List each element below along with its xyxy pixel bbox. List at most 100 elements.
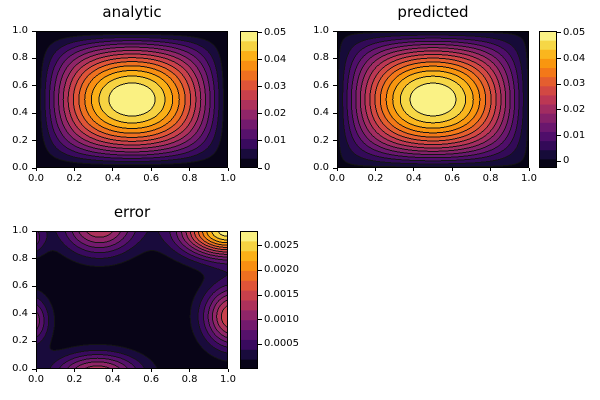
colorbar-tick-label: 0.0015 xyxy=(264,289,299,301)
y-tick-mark xyxy=(32,230,36,232)
colorbar-tick-label: 0.0005 xyxy=(264,338,299,350)
x-tick-label: 0.6 xyxy=(143,374,160,385)
y-tick-label: 0.6 xyxy=(12,79,28,91)
x-tick-mark xyxy=(528,168,530,171)
x-tick-mark xyxy=(112,168,114,171)
x-tick-mark xyxy=(413,168,415,171)
x-tick-mark xyxy=(73,168,75,171)
y-tick-label: 1.0 xyxy=(12,25,28,36)
x-tick-label: 0.4 xyxy=(405,173,422,184)
x-tick-mark xyxy=(73,369,75,372)
x-tick-label: 0.0 xyxy=(329,173,345,184)
x-tick-mark xyxy=(35,369,37,372)
colorbar-tick-mark xyxy=(258,167,262,169)
analytic-colorbar xyxy=(240,31,258,168)
y-tick-mark xyxy=(32,340,36,342)
x-tick-label: 1.0 xyxy=(220,173,236,184)
x-tick-mark xyxy=(150,168,152,171)
colorbar-tick-mark xyxy=(557,160,561,162)
x-tick-label: 0.4 xyxy=(104,173,121,184)
x-tick-mark xyxy=(227,369,229,372)
colorbar-tick-mark xyxy=(258,294,262,296)
colorbar-tick-mark xyxy=(557,32,561,34)
x-tick-mark xyxy=(112,369,114,372)
y-tick-label: 0.2 xyxy=(12,134,28,146)
x-tick-mark xyxy=(35,168,37,171)
colorbar-tick-mark xyxy=(557,109,561,111)
colorbar-tick-mark xyxy=(557,135,561,137)
y-tick-label: 0.4 xyxy=(12,307,28,319)
x-tick-label: 0.2 xyxy=(66,173,83,184)
y-tick-mark xyxy=(333,140,337,142)
error-colorbar xyxy=(240,231,258,369)
error-contour-plot xyxy=(36,231,228,369)
y-tick-label: 1.0 xyxy=(313,25,329,36)
y-tick-mark xyxy=(32,85,36,87)
colorbar-tick-mark xyxy=(258,269,262,271)
y-tick-mark xyxy=(333,30,337,32)
x-tick-mark xyxy=(189,168,191,171)
colorbar-tick-label: 0 xyxy=(563,155,570,167)
y-tick-mark xyxy=(333,167,337,169)
y-tick-mark xyxy=(32,30,36,32)
y-tick-mark xyxy=(32,167,36,169)
y-tick-mark xyxy=(32,313,36,315)
y-tick-label: 1.0 xyxy=(12,225,28,236)
colorbar-tick-mark xyxy=(258,113,262,115)
subplot-error-title: error xyxy=(113,203,151,221)
colorbar-tick-label: 0.0010 xyxy=(264,313,299,325)
y-tick-label: 0.0 xyxy=(12,162,28,173)
y-tick-label: 0.8 xyxy=(12,252,28,264)
y-tick-label: 0.4 xyxy=(12,107,28,119)
colorbar-tick-label: 0.02 xyxy=(563,103,586,115)
x-tick-mark xyxy=(227,168,229,171)
colorbar-tick-mark xyxy=(258,32,262,34)
y-tick-label: 0.2 xyxy=(12,335,28,347)
x-tick-label: 0.4 xyxy=(104,374,121,385)
colorbar-tick-mark xyxy=(258,59,262,61)
y-tick-mark xyxy=(333,85,337,87)
colorbar-tick-mark xyxy=(258,86,262,88)
x-tick-mark xyxy=(490,168,492,171)
x-tick-label: 1.0 xyxy=(220,374,236,385)
subplot-predicted-title: predicted xyxy=(397,3,469,21)
x-tick-label: 0.2 xyxy=(367,173,384,184)
y-tick-label: 0.0 xyxy=(313,162,329,173)
colorbar-tick-mark xyxy=(557,58,561,59)
colorbar-tick-label: 0.04 xyxy=(563,52,586,64)
y-tick-mark xyxy=(32,285,36,287)
x-tick-label: 0.6 xyxy=(444,173,461,184)
predicted-colorbar xyxy=(539,31,557,168)
x-tick-mark xyxy=(451,168,453,171)
y-tick-label: 0.8 xyxy=(313,52,329,64)
y-tick-label: 0.6 xyxy=(313,79,329,91)
y-tick-mark xyxy=(333,112,337,114)
y-tick-mark xyxy=(32,140,36,142)
y-tick-label: 0.2 xyxy=(313,134,329,146)
colorbar-tick-label: 0 xyxy=(264,162,271,173)
y-tick-mark xyxy=(32,112,36,114)
x-tick-mark xyxy=(336,168,338,171)
colorbar-tick-mark xyxy=(258,319,262,321)
y-tick-label: 0.8 xyxy=(12,52,28,64)
y-tick-label: 0.0 xyxy=(12,363,28,374)
colorbar-tick-label: 0.0020 xyxy=(264,264,299,276)
x-tick-label: 1.0 xyxy=(521,173,537,184)
colorbar-tick-mark xyxy=(557,83,561,85)
colorbar-tick-mark xyxy=(258,140,262,142)
y-tick-label: 0.4 xyxy=(313,107,329,119)
colorbar-tick-label: 0.01 xyxy=(563,129,586,141)
x-tick-mark xyxy=(189,369,191,372)
x-tick-mark xyxy=(150,369,152,372)
x-tick-mark xyxy=(374,168,376,171)
y-tick-label: 0.6 xyxy=(12,280,28,292)
colorbar-tick-label: 0.03 xyxy=(264,80,287,92)
colorbar-tick-label: 0.01 xyxy=(264,134,287,146)
y-tick-mark xyxy=(32,258,36,260)
colorbar-tick-label: 0.02 xyxy=(264,107,287,119)
colorbar-tick-label: 0.05 xyxy=(264,26,287,38)
subplot-analytic-title: analytic xyxy=(102,3,162,21)
predicted-contour-plot xyxy=(337,31,529,168)
colorbar-tick-label: 0.05 xyxy=(563,26,586,38)
